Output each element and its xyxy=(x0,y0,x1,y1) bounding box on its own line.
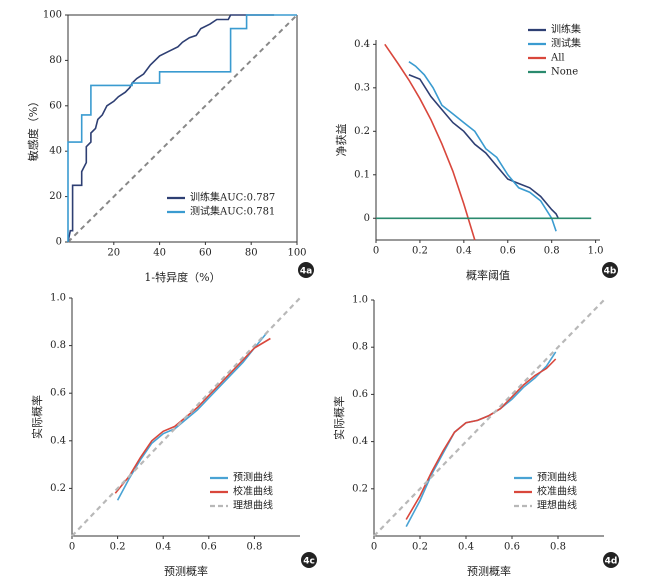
x-tick-label: 0.4 xyxy=(458,542,474,553)
x-axis-title: 预测概率 xyxy=(467,564,511,576)
panel-badge xyxy=(602,262,618,278)
x-tick-label: 0.4 xyxy=(456,246,472,257)
panel: 0 0.2 0.4 0.6 0.8 0.2 0.4 0.6 0.8 1.0 预测概率 实际概率预测曲线… xyxy=(332,295,619,576)
panel-label: 4b xyxy=(604,267,617,277)
y-tick-label: 0.8 xyxy=(50,340,66,351)
y-tick-label: 1.0 xyxy=(50,293,66,304)
panel-label: 4a xyxy=(300,267,312,277)
x-tick-label: 0.6 xyxy=(500,246,516,257)
series-line xyxy=(67,14,275,243)
legend-label: 训练集 xyxy=(551,23,581,36)
legend-label: 测试集AUC:0.781 xyxy=(190,205,275,218)
y-tick-label: 0.2 xyxy=(352,483,368,494)
legend-label: 预测曲线 xyxy=(233,471,273,484)
y-tick-label: 0.6 xyxy=(50,388,66,399)
x-axis-title: 预测概率 xyxy=(164,564,208,576)
y-tick-label: 20 xyxy=(49,191,62,202)
series-line xyxy=(405,358,557,520)
panel: 0 0.2 0.4 0.6 0.8 1.0 0 0.1 0.2 0.3 0.4 概率阈值 净获益 训练集测… xyxy=(334,23,618,282)
y-tick-label: 0.6 xyxy=(352,389,368,400)
series-line xyxy=(408,74,560,219)
y-axis-title: 实际概率 xyxy=(332,396,346,440)
x-tick-label: 0.2 xyxy=(412,246,428,257)
legend-label: 校准曲线 xyxy=(537,485,577,498)
series-line xyxy=(116,330,269,501)
x-tick-label: 0.8 xyxy=(544,246,560,257)
series-line xyxy=(373,299,605,537)
y-tick-label: 0.3 xyxy=(354,82,370,93)
y-axis-title: 实际概率 xyxy=(30,395,44,439)
legend-label: All xyxy=(550,53,565,64)
legend-label: None xyxy=(551,67,578,78)
y-tick-label: 0.4 xyxy=(50,435,66,446)
x-tick-label: 0 xyxy=(373,246,379,257)
y-axis-title: 净获益 xyxy=(334,124,348,157)
panel-label: 4c xyxy=(303,557,315,567)
panel: 20 40 60 80 100 0 20 40 60 80 100 1-特异度（%） 敏感度（%） 训练集… xyxy=(26,10,314,284)
y-tick-label: 80 xyxy=(49,55,62,66)
y-axis-title: 敏感度（%） xyxy=(26,96,40,161)
y-tick-label: 60 xyxy=(49,100,62,111)
series-line xyxy=(405,351,557,527)
x-tick-label: 0.2 xyxy=(110,542,126,553)
y-tick-label: 0 xyxy=(56,237,62,248)
y-tick-label: 0.4 xyxy=(354,39,370,50)
x-tick-label: 0 xyxy=(371,542,377,553)
x-tick-label: 0 xyxy=(69,542,75,553)
panel-badge xyxy=(301,552,317,568)
series-line xyxy=(114,337,271,494)
x-tick-label: 40 xyxy=(153,248,166,259)
series-line xyxy=(67,14,297,242)
series-line xyxy=(71,297,301,537)
y-tick-label: 0 xyxy=(364,213,370,224)
legend-label: 校准曲线 xyxy=(233,485,273,498)
y-tick-label: 0.4 xyxy=(352,436,368,447)
panel-badge xyxy=(298,262,314,278)
x-tick-label: 0.8 xyxy=(550,542,566,553)
x-tick-label: 0.2 xyxy=(412,542,428,553)
panel: 0 0.2 0.4 0.6 0.8 0.2 0.4 0.6 0.8 1.0 预测概率 实际概率预测曲线… xyxy=(30,293,317,576)
x-axis-title: 概率阈值 xyxy=(466,268,510,282)
legend-label: 测试集 xyxy=(551,37,581,50)
x-tick-label: 0.8 xyxy=(246,542,262,553)
x-tick-label: 0.6 xyxy=(504,542,520,553)
series-line xyxy=(408,61,557,232)
legend-label: 理想曲线 xyxy=(537,499,577,512)
x-axis-title: 1-特异度（%） xyxy=(144,270,220,284)
series-line xyxy=(384,43,476,241)
y-tick-label: 100 xyxy=(43,10,62,21)
legend-label: 预测曲线 xyxy=(537,471,577,484)
panel-badge xyxy=(603,552,619,568)
x-tick-label: 60 xyxy=(199,248,212,259)
x-tick-label: 80 xyxy=(245,248,258,259)
legend-label: 理想曲线 xyxy=(233,499,273,512)
y-tick-label: 40 xyxy=(49,146,62,157)
x-tick-label: 100 xyxy=(287,248,306,259)
y-tick-label: 0.8 xyxy=(352,342,368,353)
y-tick-label: 0.2 xyxy=(50,483,66,494)
legend-label: 训练集AUC:0.787 xyxy=(190,191,275,204)
x-tick-label: 0.6 xyxy=(201,542,217,553)
y-tick-label: 0.2 xyxy=(354,126,370,137)
x-tick-label: 0.4 xyxy=(155,542,171,553)
x-tick-label: 20 xyxy=(107,248,120,259)
y-tick-label: 0.1 xyxy=(354,169,370,180)
y-tick-label: 1.0 xyxy=(352,295,368,306)
x-tick-label: 1.0 xyxy=(588,246,604,257)
panel-label: 4d xyxy=(605,557,618,567)
